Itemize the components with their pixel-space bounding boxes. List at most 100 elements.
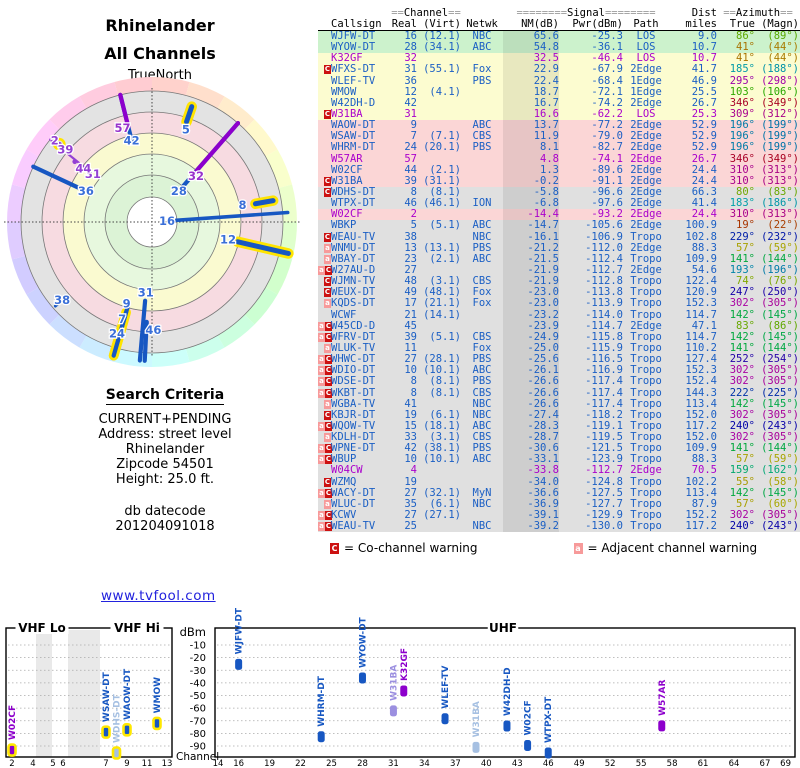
table-row: WYOW-DT 28 (34.1) ABC 54.8 -36.1 LOS 10.7 41° (44… [318,41,800,54]
svg-text:-50: -50 [190,691,206,702]
search-height: Height: 25.0 ft. [115,472,215,487]
svg-text:5: 5 [50,759,55,768]
svg-text:16: 16 [159,214,175,228]
co-channel-badge: C [330,543,339,554]
svg-text:12: 12 [220,233,236,247]
svg-text:40: 40 [481,759,492,768]
svg-text:37: 37 [450,759,461,768]
svg-text:WSAW-DT: WSAW-DT [102,671,112,722]
table-row: WLEF-TV 36 PBS 22.4 -68.4 1Edge 46.9 295° (298°) [318,75,800,87]
co-channel-label: = Co-channel warning [344,541,478,555]
svg-text:28: 28 [357,759,368,768]
svg-text:13: 13 [162,759,173,768]
svg-text:19: 19 [264,759,275,768]
svg-text:16: 16 [233,759,244,768]
table-row: WBKP 5 (5.1) ABC -14.7 -105.6 2Edge 100.9 19° (22… [318,220,800,232]
table-row: W02CF 44 (2.1) 1.3 -89.6 2Edge 24.4 310° (313°) [318,164,800,176]
svg-text:Channel: Channel [176,751,219,763]
tvfool-link[interactable]: www.tvfool.com [101,588,216,604]
svg-text:8: 8 [239,198,247,212]
svg-text:-80: -80 [190,729,206,740]
table-row: a C WDIO-DT 10 (10.1) ABC -26.1 -116.9 Tropo 152.… [318,364,800,377]
polar-title-line1: Rhinelander [105,16,215,35]
table-row: K32GF 32 32.5 -46.4 LOS 10.7 41° (44°) [318,53,800,65]
table-row: WCWF 21 (14.1) -23.2 -114.0 Tropo 114.7 142° (14… [318,309,800,321]
svg-text:64: 64 [729,759,740,768]
svg-text:32: 32 [188,169,204,183]
svg-text:WDHS-DT: WDHS-DT [113,693,123,743]
svg-text:28: 28 [171,184,187,198]
svg-text:VHF Hi: VHF Hi [114,621,160,635]
svg-text:WLEF-TV: WLEF-TV [441,665,451,708]
svg-text:31: 31 [138,286,154,300]
svg-text:61: 61 [698,759,709,768]
svg-text:WTPX-DT: WTPX-DT [544,696,554,743]
svg-text:34: 34 [419,759,430,768]
adjacent-channel-badge: a [573,543,583,554]
search-city: Rhinelander [125,442,205,457]
table-row: a WLUC-DT 35 (6.1) NBC -36.9 -127.7 Tropo 87.9 57… [318,498,800,511]
table-row: a KDLH-DT 33 (3.1) CBS -28.7 -119.5 Tropo 152.0 3… [318,431,800,444]
svg-text:25: 25 [326,759,337,768]
table-row: C WDHS-DT 8 (8.1) -5.8 -96.6 2Edge 66.3 80° (83°) [318,186,800,199]
svg-text:58: 58 [667,759,678,768]
table-row: WSAW-DT 7 (7.1) CBS 11.9 -79.0 2Edge 52.9 196° (1… [318,131,800,143]
svg-text:4: 4 [30,759,35,768]
svg-text:49: 49 [574,759,585,768]
table-row: a C WPNE-DT 42 (38.1) PBS -30.6 -121.5 Tropo 109.… [318,442,800,455]
table-row: a WNMU-DT 13 (13.1) PBS -21.2 -112.0 2Edge 88.3 5… [318,242,800,254]
table-row: WMOW 12 (4.1) 18.7 -72.1 1Edge 25.5 103° (106°) [318,86,800,98]
table-row: W04CW 4 -33.8 -112.7 2Edge 70.5 159° (162°) [318,465,800,477]
svg-text:dBm: dBm [180,625,206,639]
table-row: a C WACY-DT 27 (32.1) MyN -36.6 -127.5 Tropo 113.… [318,486,800,499]
table-row: C WZMQ 19 -34.0 -124.8 Tropo 102.2 55° (58°) [318,476,800,488]
table-row: a C WQOW-TV 15 (18.1) ABC -28.3 -119.1 Tropo 117.… [318,419,800,433]
polar-title-line2: All Channels [104,44,216,63]
table-column-header: Callsign Real (Virt) Netwk NM(dB) Pwr(dBm) Pat… [318,19,800,31]
table-row: a WGBA-TV 41 NBC -26.6 -117.4 Tropo 113.4 142° (1… [318,398,800,410]
svg-text:W31BA: W31BA [472,701,482,737]
svg-text:W42DH-D: W42DH-D [503,667,513,716]
svg-text:-20: -20 [190,653,206,664]
table-row: a C WHWC-DT 27 (28.1) PBS -25.6 -116.5 Tropo 127.… [318,353,800,366]
svg-text:52: 52 [605,759,616,768]
table-row: WJFW-DT 16 (12.1) NBC 65.6 -25.3 LOS 9.0 86° (89°… [318,30,800,43]
svg-text:44: 44 [75,161,91,175]
svg-text:46: 46 [543,759,554,768]
svg-text:9: 9 [124,759,129,768]
table-row: C WEUX-DT 49 (48.1) Fox -23.0 -113.8 Tropo 120.9… [318,287,800,299]
svg-text:W02CF: W02CF [524,700,534,735]
svg-text:43: 43 [512,759,523,768]
svg-text:2: 2 [51,133,59,147]
svg-text:6: 6 [60,759,65,768]
table-row: a C W45CD-D 45 -23.9 -114.7 2Edge 47.1 83° (86°) [318,319,800,332]
table-row: W57AR 57 4.8 -74.1 2Edge 26.7 346° (349°) [318,153,800,165]
table-row: a C WEAU-TV 25 NBC -39.2 -130.0 Tropo 117.2 240°(… [318,520,800,533]
svg-text:38: 38 [54,293,70,307]
svg-text:55: 55 [636,759,647,768]
svg-text:11: 11 [142,759,153,768]
db-datecode-label: db datecode [124,504,206,519]
svg-text:-90: -90 [190,742,206,753]
table-row: WHRM-DT 24 (20.1) PBS 8.1 -82.7 2Edge 52.9 196°(… [318,142,800,154]
svg-text:7: 7 [103,759,108,768]
table-group-header: ==Channel== ========Signal======== Dist ==A… [391,7,793,19]
signal-vs-channel-chart: 2 4 5 6 7 9 11 13 14 16 19 22 25 28 31 34 37 40 43 46 49 52 55… [5,607,796,768]
table-row: a C WBUP 10 (10.1) ABC -33.1 -123.9 Tropo 88.3 57°… [318,453,800,466]
table-row: a C W27AU-D 27 -21.9 -112.7 2Edge 54.6 193° (196°… [318,263,800,277]
station-table: ==Channel== ========Signal======== Dist ==A… [318,7,800,533]
table-row: C W31BA 39 (31.1) -0.2 -91.1 2Edge 24.4 310° (313… [318,175,800,187]
svg-text:46: 46 [145,323,161,337]
table-row: WTPX-DT 46 (46.1) ION -6.8 -97.6 2Edge 41.4 183°… [318,197,800,210]
search-criteria: Search Criteria CURRENT+PENDING Address:… [40,387,290,534]
search-zipcode: Zipcode 54501 [116,457,214,472]
search-address: Address: street level [98,427,232,442]
table-row: W02CF 2 -14.4 -93.2 2Edge 24.4 310° (313°) [318,209,800,221]
svg-text:WYOW-DT: WYOW-DT [358,616,368,668]
svg-text:UHF: UHF [489,621,517,635]
svg-text:5: 5 [182,122,190,136]
svg-text:-30: -30 [190,666,206,677]
table-row: a C WFRV-DT 39 (5.1) CBS -24.9 -115.8 Tropo 114.7… [318,330,800,343]
svg-text:W02CF: W02CF [8,705,18,740]
